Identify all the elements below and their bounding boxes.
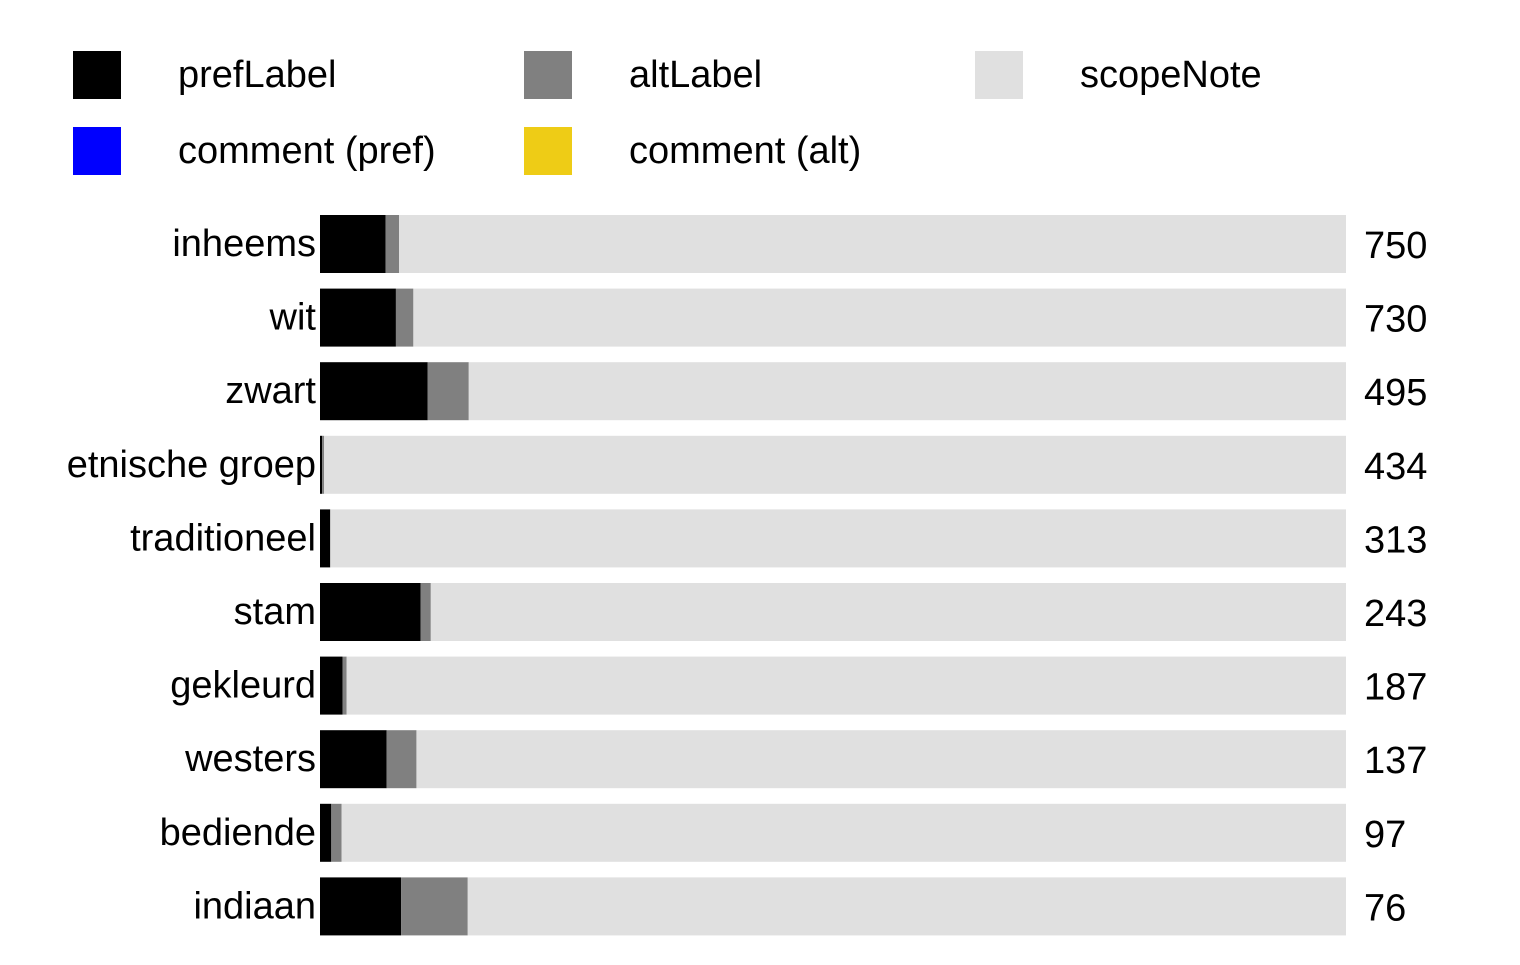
bar-segment-scopenote-stam [430,583,1347,641]
bar-segment-scopenote-inheems [399,215,1346,273]
bar-segment-altlabel-inheems [385,215,400,273]
bar-segment-scopenote-wit [413,288,1347,347]
category-label-zwart: zwart [225,370,316,412]
legend-item-comment-pref: comment (pref) [73,127,436,175]
legend-swatch-comment-pref [73,127,121,175]
category-label-westers: westers [184,738,316,780]
bar-segment-preflabel-etnische-groep [320,435,323,494]
bar-segment-scopenote-indiaan [467,877,1346,936]
legend-label-altlabel: altLabel [629,54,762,96]
legend: prefLabel altLabel scopeNote comment (pref)… [73,51,1262,175]
legend-item-preflabel: prefLabel [73,51,336,99]
bar-row-bediende: bediende 97 [160,803,1406,862]
bars: inheems 750 wit 730 zwart 495 etnische groep 43… [67,215,1427,936]
bar-row-gekleurd: gekleurd 187 [170,656,1427,715]
legend-label-comment-alt: comment (alt) [629,130,861,172]
bar-segment-preflabel-bediende [320,803,332,862]
legend-swatch-comment-alt [524,127,572,175]
legend-item-scopenote: scopeNote [975,51,1262,99]
category-label-traditioneel: traditioneel [130,517,316,559]
category-label-inheems: inheems [172,223,316,265]
bar-segment-preflabel-traditioneel [320,509,331,568]
legend-swatch-preflabel [73,51,121,99]
legend-label-scopenote: scopeNote [1080,54,1262,96]
bar-segment-preflabel-gekleurd [320,656,343,715]
legend-swatch-altlabel [524,51,572,99]
bar-row-inheems: inheems 750 [172,215,1427,273]
total-label-westers: 137 [1364,740,1427,782]
total-label-etnische-groep: 434 [1364,446,1427,488]
category-label-indiaan: indiaan [193,885,316,927]
bar-row-zwart: zwart 495 [225,362,1427,421]
bar-row-etnische-groep: etnische groep 434 [67,435,1427,494]
bar-segment-scopenote-traditioneel [330,509,1346,568]
bar-segment-preflabel-inheems [320,215,386,273]
category-label-stam: stam [234,591,316,633]
legend-item-comment-alt: comment (alt) [524,127,861,175]
bar-segment-altlabel-stam [420,583,431,641]
bar-row-stam: stam 243 [234,583,1427,641]
bar-segment-altlabel-indiaan [401,877,468,936]
category-label-etnische-groep: etnische groep [67,444,316,486]
bar-row-indiaan: indiaan 76 [193,877,1406,936]
bar-segment-scopenote-westers [416,730,1347,789]
bar-segment-scopenote-etnische-groep [324,435,1346,494]
bar-row-traditioneel: traditioneel 313 [130,509,1427,568]
legend-item-altlabel: altLabel [524,51,762,99]
category-label-wit: wit [269,297,317,339]
bar-segment-altlabel-bediende [331,803,342,862]
category-label-gekleurd: gekleurd [170,665,316,707]
total-label-gekleurd: 187 [1364,667,1427,709]
bar-segment-preflabel-zwart [320,362,428,421]
bar-segment-altlabel-westers [386,730,417,789]
total-label-stam: 243 [1364,593,1427,635]
total-label-inheems: 750 [1364,225,1427,267]
bar-segment-preflabel-westers [320,730,387,789]
bar-row-wit: wit 730 [269,288,1427,347]
legend-swatch-scopenote [975,51,1023,99]
bar-segment-altlabel-gekleurd [342,656,347,715]
bar-segment-preflabel-indiaan [320,877,402,936]
total-label-bediende: 97 [1364,814,1406,856]
bar-segment-altlabel-etnische-groep [322,435,325,494]
total-label-zwart: 495 [1364,372,1427,414]
bar-segment-altlabel-wit [395,288,414,347]
total-label-traditioneel: 313 [1364,519,1427,561]
legend-label-comment-pref: comment (pref) [178,130,436,172]
bar-segment-scopenote-bediende [341,803,1346,862]
total-label-indiaan: 76 [1364,887,1406,929]
total-label-wit: 730 [1364,299,1427,341]
category-label-bediende: bediende [160,812,316,854]
bar-segment-scopenote-gekleurd [346,656,1346,715]
bar-segment-preflabel-wit [320,288,396,347]
bar-segment-altlabel-zwart [427,362,469,421]
bar-row-westers: westers 137 [184,730,1427,789]
bar-segment-scopenote-zwart [468,362,1346,421]
legend-label-preflabel: prefLabel [178,54,336,96]
bar-segment-preflabel-stam [320,583,421,641]
